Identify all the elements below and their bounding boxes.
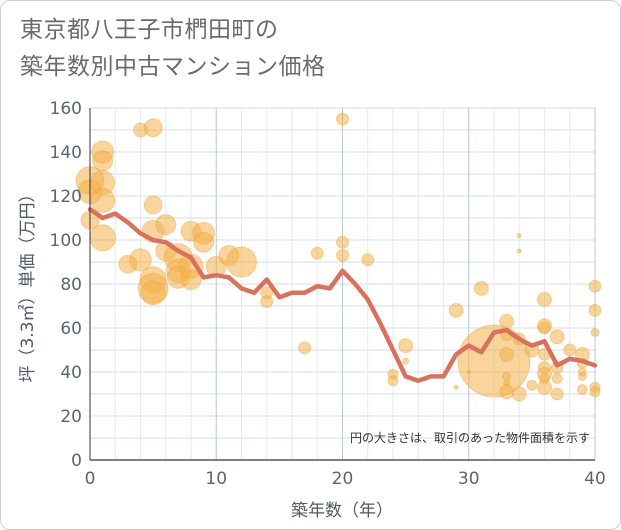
data-bubble xyxy=(550,387,564,401)
data-bubble xyxy=(516,248,522,254)
data-bubble xyxy=(260,295,274,309)
y-tick-label: 100 xyxy=(50,231,82,251)
data-bubble xyxy=(499,346,515,362)
y-axis-label: 坪（3.3㎡）単価（万円） xyxy=(18,185,38,382)
data-bubble xyxy=(336,235,349,249)
title-line-2: 築年数別中古マンション価格 xyxy=(20,54,326,80)
data-bubble xyxy=(537,291,552,307)
data-bubble xyxy=(590,327,600,337)
data-bubble xyxy=(298,341,312,355)
data-bubble xyxy=(588,279,602,293)
x-axis-label: 築年数（年） xyxy=(291,501,393,521)
y-tick-label: 140 xyxy=(50,143,82,163)
data-bubble xyxy=(92,150,114,172)
data-bubble xyxy=(537,379,552,395)
data-bubble xyxy=(511,386,527,402)
title-line-1: 東京都八王子市椚田町の xyxy=(20,17,279,43)
data-bubble xyxy=(310,246,324,260)
data-bubble xyxy=(336,112,349,126)
y-axis: 0 20 40 60 80 100 120 140 160 xyxy=(50,99,91,471)
bubble-layer xyxy=(75,112,602,402)
data-bubble xyxy=(361,253,375,267)
x-tick-label: 20 xyxy=(332,469,354,489)
chart-title: 東京都八王子市椚田町の 築年数別中古マンション価格 xyxy=(20,12,326,86)
data-bubble xyxy=(502,371,512,381)
x-axis: 0 10 20 30 40 xyxy=(85,459,606,489)
data-bubble xyxy=(180,269,202,291)
data-bubble xyxy=(448,302,464,318)
x-tick-label: 40 xyxy=(584,469,606,489)
y-tick-label: 0 xyxy=(71,451,82,471)
trend-line-layer xyxy=(87,206,598,384)
data-bubble xyxy=(129,248,152,272)
data-bubble xyxy=(549,329,565,345)
data-bubble xyxy=(457,324,531,398)
data-bubble xyxy=(499,384,515,400)
data-bubble xyxy=(453,384,459,390)
data-bubble xyxy=(576,384,588,396)
data-bubble xyxy=(588,303,602,317)
data-bubble xyxy=(336,248,349,262)
data-bubble xyxy=(226,246,257,278)
data-bubble xyxy=(526,379,538,391)
x-tick-label: 30 xyxy=(458,469,480,489)
y-tick-label: 160 xyxy=(50,99,82,119)
data-bubble xyxy=(143,195,163,215)
data-bubble xyxy=(398,338,414,354)
data-bubble xyxy=(499,313,515,329)
data-bubble xyxy=(387,375,399,387)
x-tick-label: 10 xyxy=(205,469,227,489)
data-bubble xyxy=(90,187,116,213)
y-tick-label: 60 xyxy=(60,319,82,339)
y-tick-label: 80 xyxy=(60,275,82,295)
y-tick-label: 40 xyxy=(60,363,82,383)
average-price-line xyxy=(87,206,598,384)
data-bubble xyxy=(538,321,551,335)
data-bubble xyxy=(516,233,522,239)
data-bubble xyxy=(563,343,577,357)
y-tick-label: 120 xyxy=(50,187,82,207)
data-bubble xyxy=(193,231,215,253)
data-bubble xyxy=(551,373,563,385)
data-bubble xyxy=(402,357,410,365)
data-bubble xyxy=(143,118,163,138)
data-bubble xyxy=(577,371,587,381)
y-tick-label: 20 xyxy=(60,407,82,427)
data-bubble xyxy=(473,280,489,296)
data-bubble xyxy=(140,280,166,306)
size-annotation: 円の大きさは、取引のあった物件面積を示す xyxy=(350,430,590,445)
data-bubble xyxy=(589,386,601,398)
data-bubble xyxy=(155,214,177,236)
x-tick-label: 0 xyxy=(85,469,96,489)
